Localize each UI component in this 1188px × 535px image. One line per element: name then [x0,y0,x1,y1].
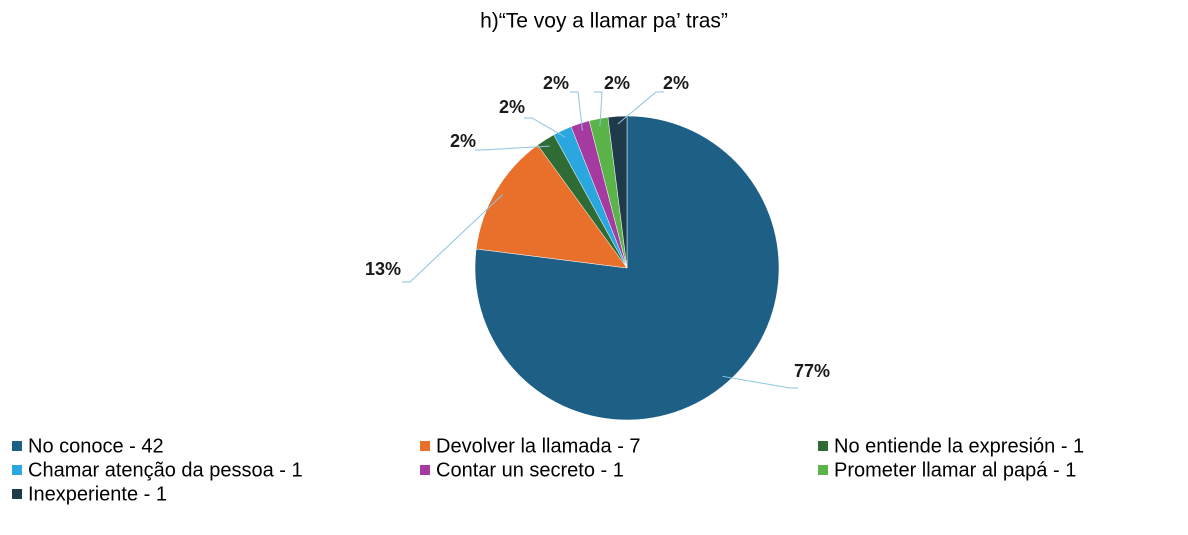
pie-slice [475,144,628,269]
legend-label: Inexperiente - 1 [28,483,167,505]
data-label: 2% [543,73,569,93]
legend-swatch [818,441,828,451]
legend-swatch [420,465,430,475]
legend-label: Prometer llamar al papá - 1 [834,459,1076,481]
leader-line [722,375,798,389]
leader-line [617,91,664,125]
legend-swatch [420,441,430,451]
leader-line [570,91,583,131]
leader-line [594,91,603,127]
data-label: 2% [450,131,476,151]
legend-label: Chamar atenção da pessoa - 1 [28,459,303,481]
data-label: 77% [794,361,830,381]
legend-swatch [12,489,22,499]
chart-title: h)“Te voy a llamar pa’ tras” [480,10,728,33]
legend-swatch [12,465,22,475]
legend-label: No entiende la expresión - 1 [834,435,1084,457]
data-label: 2% [499,97,525,117]
data-label: 2% [604,73,630,93]
legend-label: Devolver la llamada - 7 [436,435,641,457]
leader-line [402,194,504,283]
legend-label: Contar un secreto - 1 [436,459,624,481]
legend-label: No conoce - 42 [28,435,164,457]
legend-swatch [818,465,828,475]
legend-swatch [12,441,22,451]
data-label: 13% [365,259,401,279]
leader-line [475,145,550,151]
data-label: 2% [663,73,689,93]
leader-line [524,117,566,138]
pie-slice [474,115,780,421]
